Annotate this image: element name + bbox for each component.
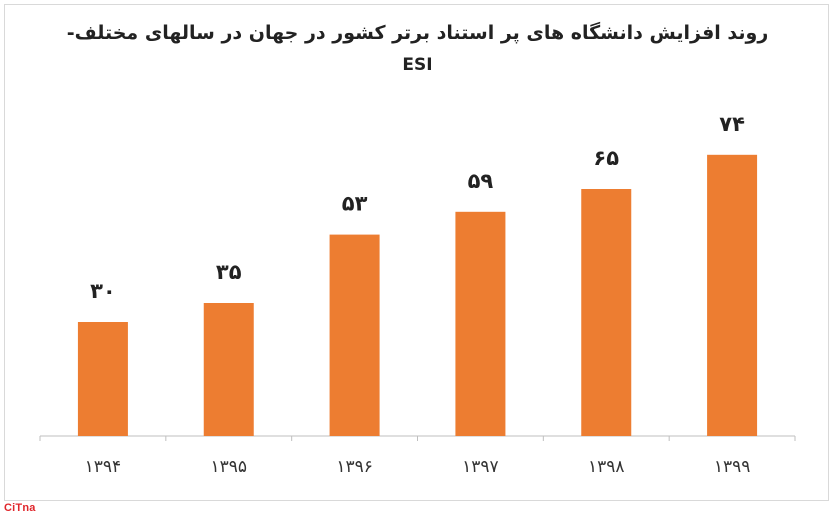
x-tick-label: ۱۳۹۸ [588,457,625,477]
bar [203,303,254,436]
chart-title: روند افزایش دانشگاه های پر استناد برتر ک… [66,22,769,44]
data-label: ۳۰ [90,279,116,303]
x-tick-label: ۱۳۹۵ [210,457,247,477]
bar [329,234,380,436]
data-label: ۳۵ [216,260,242,284]
data-label: ۶۵ [593,146,619,170]
x-tick-label: ۱۳۹۶ [336,457,373,477]
bar [581,189,632,436]
x-tick-label: ۱۳۹۹ [714,457,751,477]
citna-logo: CiTna [4,502,36,514]
bar [707,154,758,437]
bar [77,322,128,436]
data-label: ۷۴ [719,112,745,136]
chart-frame [4,4,829,501]
x-tick-label: ۱۳۹۷ [462,457,499,477]
x-tick-label: ۱۳۹۴ [85,457,122,477]
bar [455,211,506,436]
data-label: ۵۹ [468,169,494,193]
data-label: ۵۳ [342,192,368,216]
chart-subtitle: ESI [402,55,433,75]
